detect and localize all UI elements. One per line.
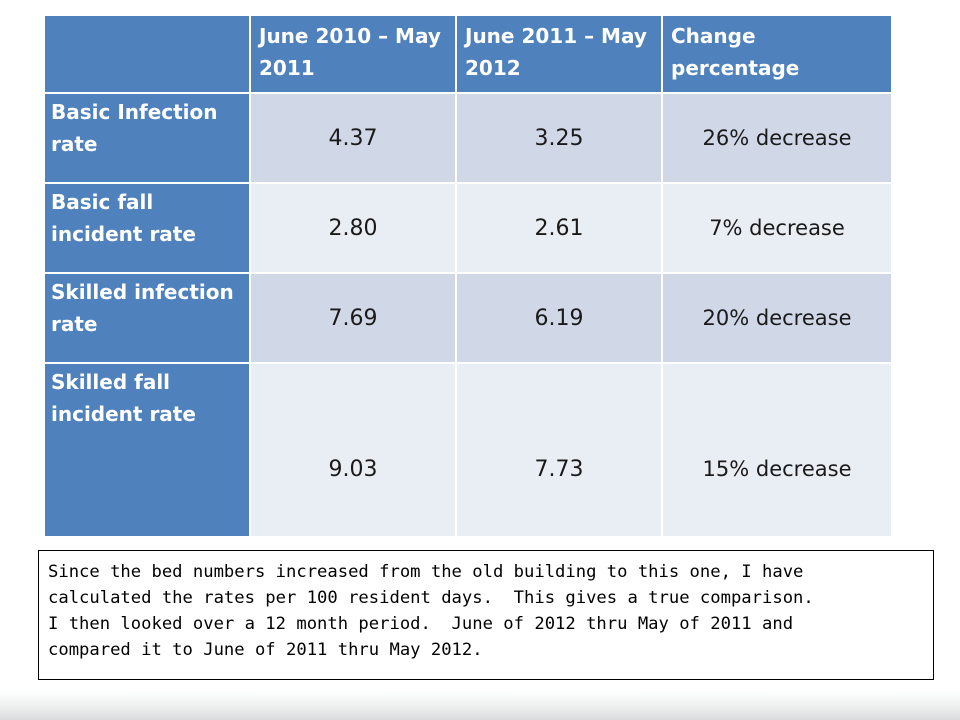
header-june-2010-may-2011: June 2010 – May 2011 xyxy=(249,14,457,94)
header-june-2011-may-2012: June 2011 – May 2012 xyxy=(455,14,663,94)
value-2010-2011: 2.80 xyxy=(249,182,457,274)
explanation-text-box: Since the bed numbers increased from the… xyxy=(38,550,934,680)
slide-bottom-shadow xyxy=(0,690,960,720)
table-row: Basic fall incident rate 2.80 2.61 7% de… xyxy=(43,182,893,274)
table-header-row: June 2010 – May 2011 June 2011 – May 201… xyxy=(43,14,893,94)
row-label: Basic fall incident rate xyxy=(43,182,251,274)
change-value: 7% decrease xyxy=(661,182,893,274)
row-label: Basic Infection rate xyxy=(43,92,251,184)
note-line: calculated the rates per 100 resident da… xyxy=(48,588,814,608)
value-2011-2012: 6.19 xyxy=(455,272,663,364)
header-corner-cell xyxy=(43,14,251,94)
value-2010-2011: 4.37 xyxy=(249,92,457,184)
row-label: Skilled infection rate xyxy=(43,272,251,364)
table-row: Skilled infection rate 7.69 6.19 20% dec… xyxy=(43,272,893,364)
value-2011-2012: 7.73 xyxy=(455,362,663,538)
header-change-percentage: Change percentage xyxy=(661,14,893,94)
value-2011-2012: 2.61 xyxy=(455,182,663,274)
table-row: Skilled fall incident rate 9.03 7.73 15%… xyxy=(43,362,893,538)
change-value: 20% decrease xyxy=(661,272,893,364)
comparison-table: June 2010 – May 2011 June 2011 – May 201… xyxy=(43,14,893,538)
note-line: compared it to June of 2011 thru May 201… xyxy=(48,640,483,660)
value-2010-2011: 7.69 xyxy=(249,272,457,364)
comparison-table-container: June 2010 – May 2011 June 2011 – May 201… xyxy=(43,14,893,538)
note-line: I then looked over a 12 month period. Ju… xyxy=(48,614,794,634)
change-value: 15% decrease xyxy=(661,362,893,538)
table-row: Basic Infection rate 4.37 3.25 26% decre… xyxy=(43,92,893,184)
value-2010-2011: 9.03 xyxy=(249,362,457,538)
note-line: Since the bed numbers increased from the… xyxy=(48,562,804,582)
change-value: 26% decrease xyxy=(661,92,893,184)
row-label: Skilled fall incident rate xyxy=(43,362,251,538)
value-2011-2012: 3.25 xyxy=(455,92,663,184)
